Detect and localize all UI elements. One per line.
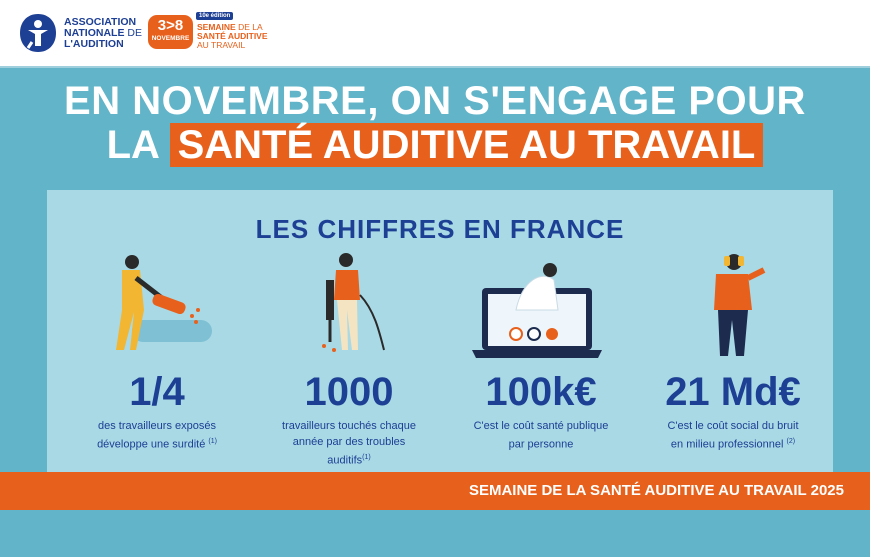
stat-card-4: 21 Md€ C'est le coût social du bruit en …	[643, 250, 823, 453]
stat-value-2: 1000	[304, 370, 394, 414]
worker-leaf-blower-icon	[116, 255, 212, 350]
ana-name: ASSOCIATION NATIONALE DE L'AUDITION	[64, 17, 142, 50]
stat-note-4: (2)	[786, 438, 796, 445]
badge-month: NOVEMBRE	[151, 35, 190, 42]
stat-desc-4: C'est le coût social du bruit en milieu …	[643, 418, 823, 453]
badge-number: 3>8	[157, 17, 184, 34]
headline-highlight: SANTÉ AUDITIVE AU TRAVAIL	[169, 123, 764, 167]
semaine-line-1b: DE LA	[238, 22, 263, 32]
teleconsultation-laptop-icon	[472, 263, 602, 358]
stats-panel: LES CHIFFRES EN FRANCE 1/4 des travaille…	[47, 190, 833, 480]
ana-line-1: ASSOCIATION	[64, 16, 137, 28]
panel-title: LES CHIFFRES EN FRANCE	[255, 214, 625, 244]
headline-line-2-prefix: LA	[106, 123, 159, 167]
semaine-line-3: AU TRAVAIL	[197, 40, 246, 50]
stat-desc-text-3: C'est le coût santé publique par personn…	[473, 420, 609, 451]
stat-card-3: 100k€ C'est le coût santé publique par p…	[451, 250, 631, 453]
stat-desc-text-1: des travailleurs exposés développe une s…	[97, 420, 216, 451]
headline: EN NOVEMBRE, ON S'ENGAGE POUR LA SANTÉ A…	[0, 80, 870, 168]
stat-desc-text-4: C'est le coût social du bruit en milieu …	[667, 420, 799, 451]
ana-line-2: NATIONALE DE	[64, 28, 142, 39]
semaine-line-2: SANTÉ AUDITIVE	[197, 31, 268, 41]
ana-logo-icon	[20, 14, 56, 52]
edition-tag: 10e édition	[196, 12, 234, 20]
stat-desc-2: travailleurs touchés chaque année par de…	[259, 418, 439, 469]
stat-card-1: 1/4 des travailleurs exposés développe u…	[67, 250, 247, 453]
semaine-name: SEMAINE DE LA SANTÉ AUDITIVE AU TRAVAIL	[197, 23, 268, 50]
top-bar: ASSOCIATION NATIONALE DE L'AUDITION 3>8 …	[0, 0, 870, 68]
stat-desc-1: des travailleurs exposés développe une s…	[67, 418, 247, 453]
semaine-line-1a: SEMAINE	[197, 22, 236, 32]
footer-text: SEMAINE DE LA SANTÉ AUDITIVE AU TRAVAIL …	[468, 482, 844, 499]
worker-jackhammer-icon	[322, 253, 385, 352]
stat-desc-3: C'est le coût santé publique par personn…	[451, 418, 631, 453]
worker-ear-defenders-icon	[714, 254, 766, 356]
ana-line-3: L'AUDITION	[64, 38, 124, 50]
footer-band: SEMAINE DE LA SANTÉ AUDITIVE AU TRAVAIL …	[0, 472, 870, 510]
stat-value-4: 21 Md€	[665, 370, 801, 414]
headline-line-2: LA SANTÉ AUDITIVE AU TRAVAIL	[0, 122, 870, 168]
stat-note-2: (1)	[362, 454, 371, 461]
ana-line-2b: DE	[127, 27, 142, 39]
stat-value-1: 1/4	[129, 370, 185, 414]
semaine-line-1: SEMAINE DE LA	[197, 23, 268, 32]
date-badge: 3>8 NOVEMBRE	[148, 15, 193, 49]
headline-line-1: EN NOVEMBRE, ON S'ENGAGE POUR	[64, 79, 806, 123]
stat-card-2: 1000 travailleurs touchés chaque année p…	[259, 250, 439, 469]
stat-value-3: 100k€	[485, 370, 597, 414]
stat-note-1: (1)	[208, 438, 217, 445]
stat-desc-text-2: travailleurs touchés chaque année par de…	[282, 420, 416, 467]
ana-line-2a: NATIONALE	[64, 27, 125, 39]
